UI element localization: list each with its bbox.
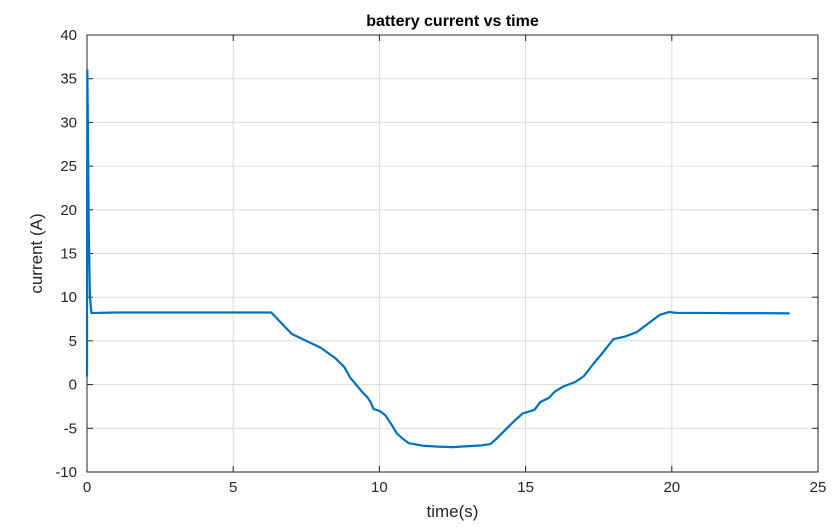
x-tick-label: 25 (810, 479, 827, 496)
y-tick-label: 5 (69, 333, 77, 350)
x-tick-label: 10 (371, 479, 388, 496)
grid (87, 35, 818, 472)
x-tick-label: 0 (83, 479, 91, 496)
series-line-0 (85, 68, 790, 449)
y-axis-label: current (A) (27, 213, 46, 293)
x-axis-label: time(s) (427, 502, 479, 521)
y-tick-label: 30 (60, 114, 77, 131)
y-tick-label: 25 (60, 158, 77, 175)
x-tick-label: 20 (663, 479, 680, 496)
y-tick-label: 20 (60, 202, 77, 219)
chart-title: battery current vs time (366, 13, 539, 30)
y-tick-label: 35 (60, 71, 77, 88)
y-tick-label: 40 (60, 27, 77, 44)
series-layer (85, 68, 790, 449)
y-tick-label: 15 (60, 246, 77, 263)
y-tick-label: -10 (55, 464, 77, 481)
y-tick-label: 0 (69, 377, 77, 394)
y-tick-label: 10 (60, 289, 77, 306)
axis-ticks: 0 5 10 15 20 25 -10 -5 0 5 10 15 20 25 30 35 40 (55, 27, 826, 496)
x-tick-label: 15 (517, 479, 534, 496)
y-tick-label: -5 (64, 420, 77, 437)
x-tick-label: 5 (229, 479, 237, 496)
